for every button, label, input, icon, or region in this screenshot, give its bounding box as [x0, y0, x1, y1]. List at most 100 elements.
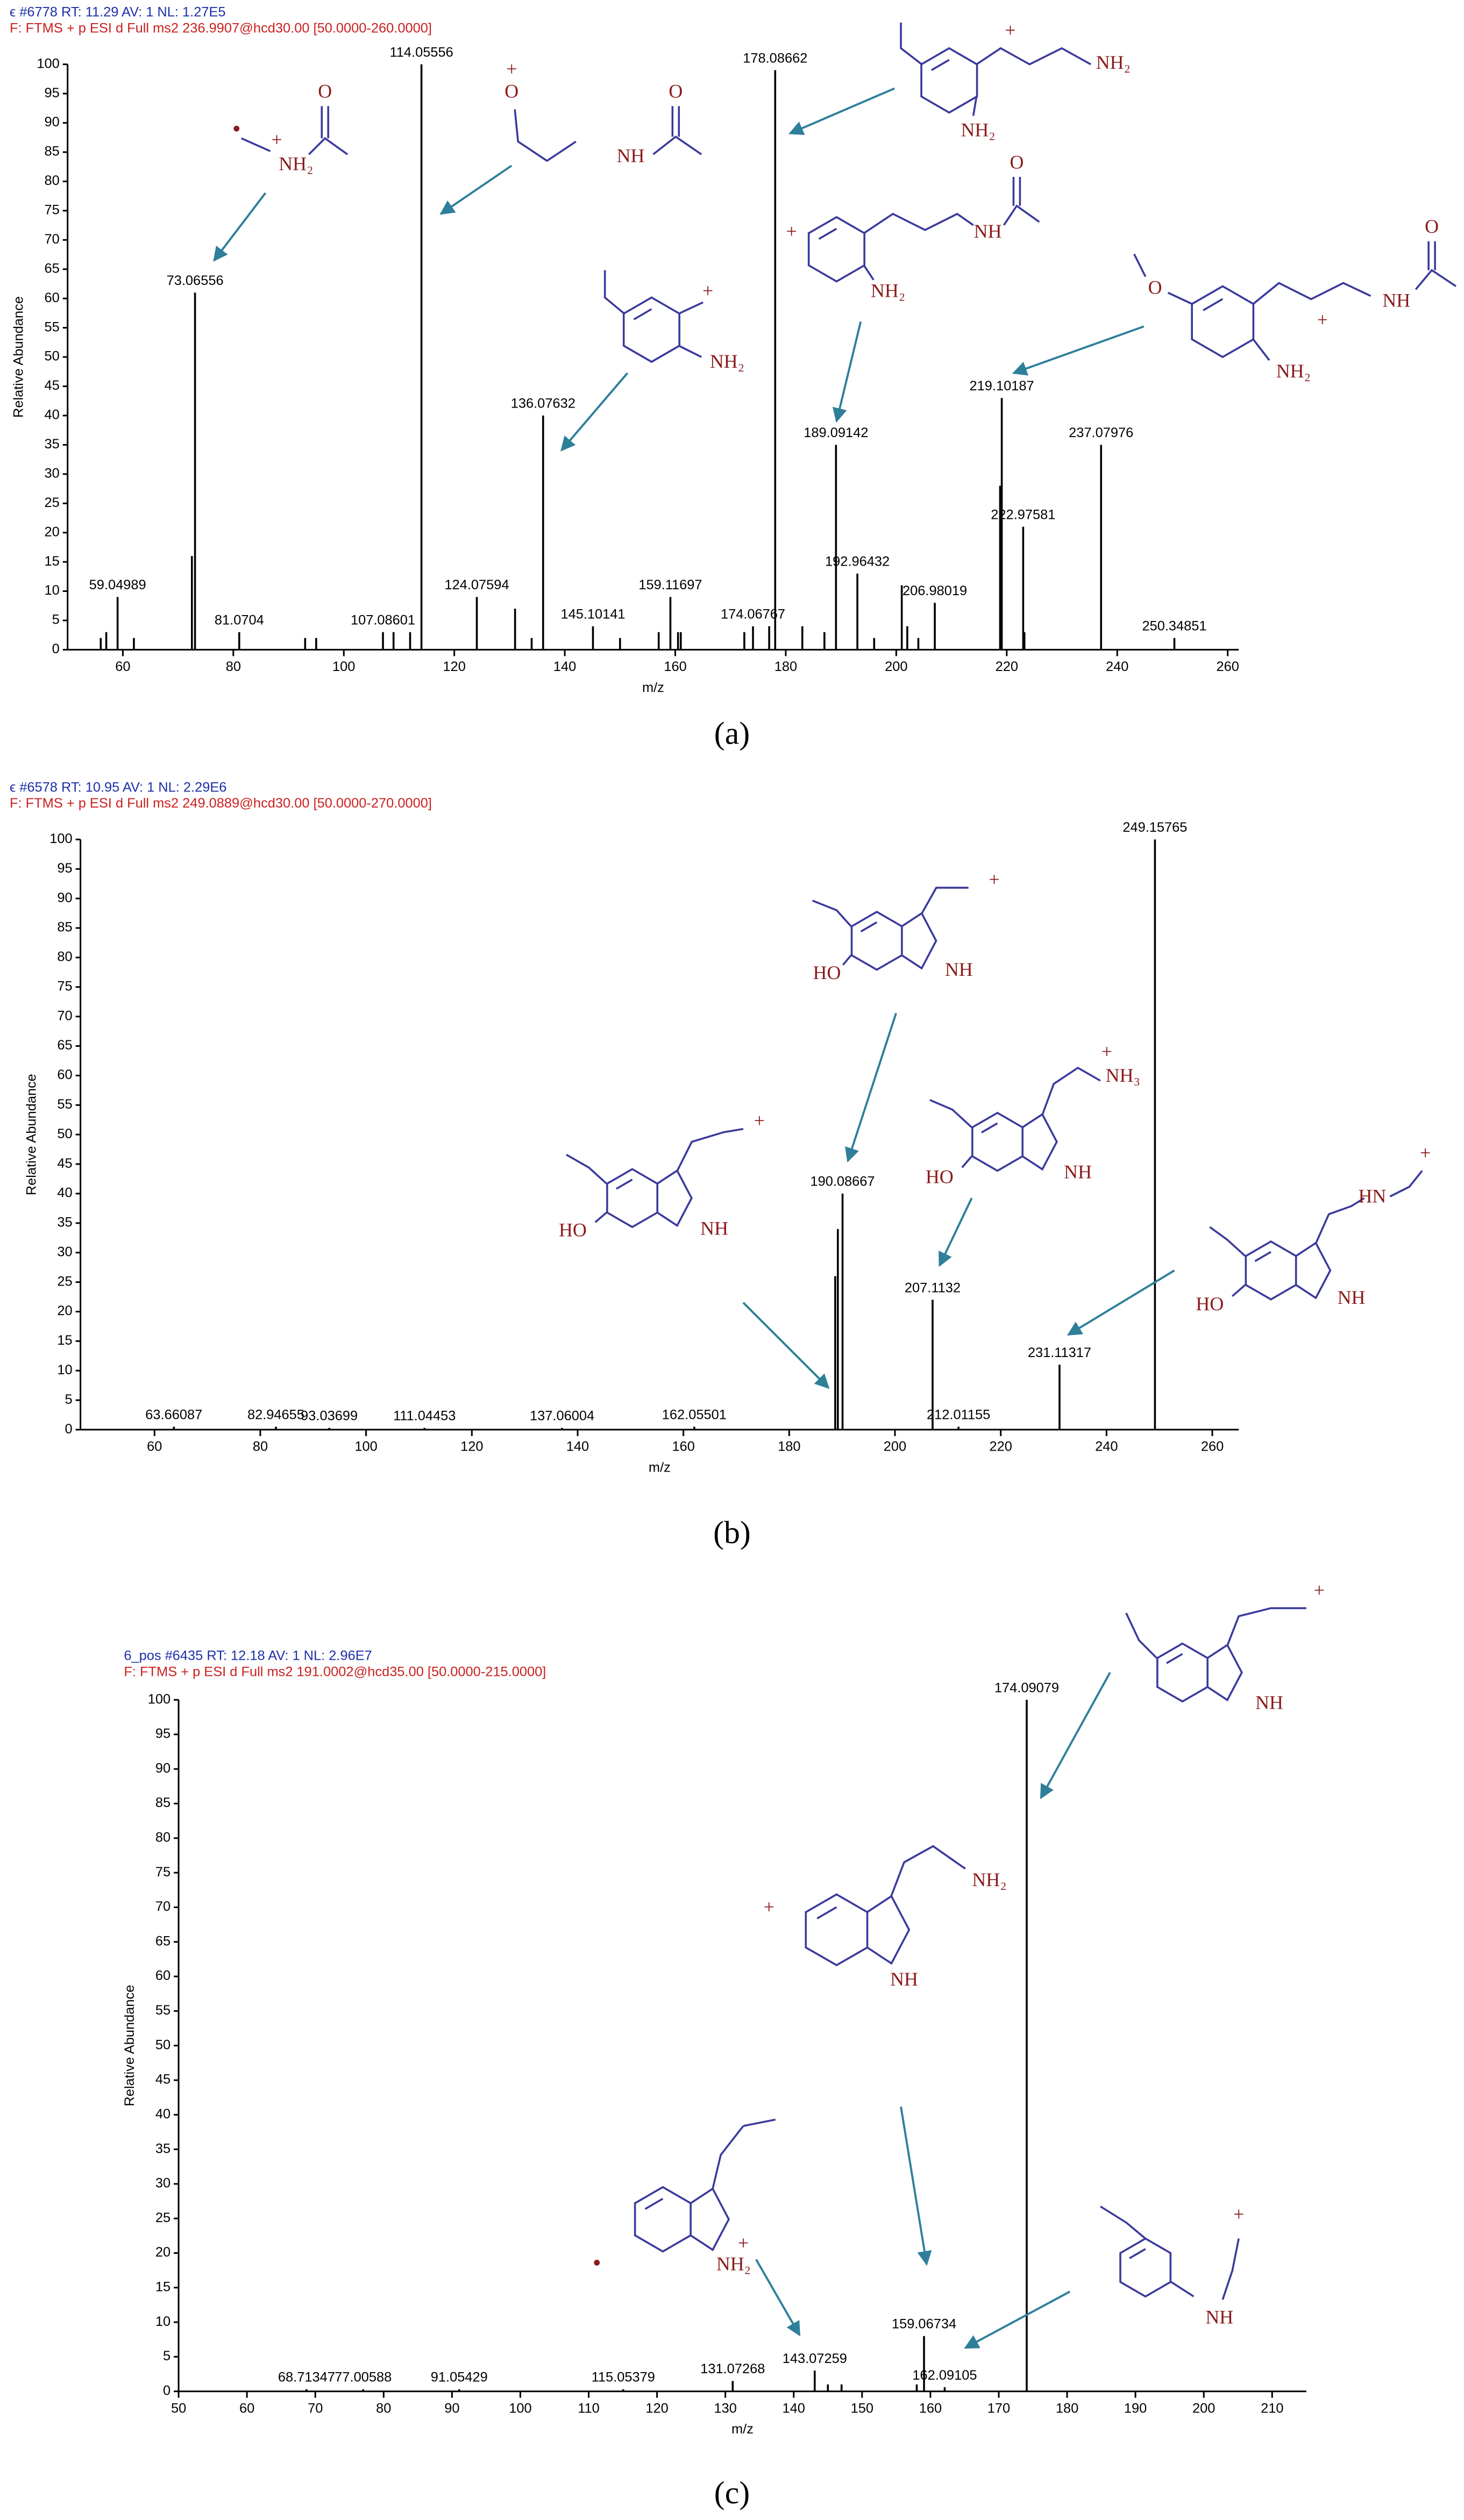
peak-label: 237.07976: [1069, 425, 1133, 440]
bond: [961, 1155, 973, 1168]
structure: + NH O NH₂: [786, 151, 1040, 423]
atom-label: NH: [1205, 2306, 1233, 2328]
ring-double-bond: [633, 308, 652, 320]
bond: [1170, 2281, 1195, 2297]
atom-label: +: [1314, 1579, 1325, 1601]
y-tick-label: 5: [163, 2348, 170, 2364]
bond: [1133, 253, 1147, 277]
x-tick-label: 240: [1095, 1439, 1118, 1454]
ring: [1156, 1642, 1209, 1703]
atom-label: NH: [1064, 1161, 1092, 1183]
atom-label: +: [702, 280, 713, 302]
y-tick-label: 0: [163, 2383, 170, 2398]
y-tick-label: 0: [65, 1422, 73, 1437]
bond: [1315, 1197, 1365, 1244]
peak-label: 114.05556: [390, 45, 453, 60]
x-tick-label: 260: [1216, 659, 1239, 674]
y-tick-label: 45: [57, 1156, 72, 1171]
bond: [842, 954, 852, 966]
header: 6_pos #6435 RT: 12.18 AV: 1 NL: 2.96E7: [124, 1648, 372, 1664]
x-tick-label: 70: [308, 2401, 323, 2416]
y-tick-label: 15: [57, 1333, 72, 1348]
atom-label: +: [1317, 309, 1328, 330]
y-tick-label: 75: [57, 979, 72, 994]
bond: [514, 109, 577, 162]
bond: [921, 887, 969, 914]
bond: [1167, 291, 1193, 305]
y-axis-title: Relative Abundance: [11, 296, 26, 418]
y-tick-label: 10: [44, 583, 59, 598]
y-tick-label: 65: [44, 261, 59, 276]
pyrrole: [1022, 1112, 1058, 1171]
x-tick-label: 210: [1261, 2401, 1283, 2416]
peak-label: 145.10141: [560, 607, 625, 622]
bond: [1252, 339, 1270, 361]
atom-label: +: [1420, 1142, 1431, 1163]
y-tick-label: 45: [155, 2072, 170, 2087]
peak-label: 77.00588: [335, 2370, 392, 2385]
bond: [743, 2118, 776, 2127]
structure: O + NH O NH₂: [1012, 216, 1456, 382]
x-tick-label: 50: [171, 2401, 186, 2416]
x-tick-label: 140: [553, 659, 576, 674]
bond: [308, 137, 349, 155]
bond: [1041, 1066, 1101, 1115]
header: ϵ #6578 RT: 10.95 AV: 1 NL: 2.29E6: [10, 780, 226, 795]
y-tick-label: 85: [155, 1795, 170, 1810]
radical-dot: [594, 2260, 600, 2266]
structure: + NH: [1040, 1579, 1325, 1800]
atom-label: +: [271, 129, 282, 150]
atom-label: NH: [617, 145, 645, 166]
pyrrole: [690, 2187, 730, 2252]
x-tick-label: 180: [1056, 2401, 1078, 2416]
peak-label: 231.11317: [1028, 1345, 1091, 1360]
atom-label: O: [504, 81, 518, 102]
y-tick-label: 5: [52, 612, 60, 627]
peak-label: 131.07268: [700, 2361, 765, 2376]
arrow: [755, 2259, 801, 2337]
ring: [920, 47, 978, 114]
peak-label: 249.15765: [1122, 820, 1187, 835]
peak-label: 178.08662: [743, 51, 807, 66]
peak-label: 93.03699: [301, 1409, 358, 1424]
peak-label: 174.09079: [994, 1680, 1059, 1695]
peak-label: 68.71347: [278, 2370, 335, 2385]
bond: [863, 265, 875, 281]
bond: [678, 301, 703, 315]
arrow: [900, 2106, 932, 2266]
peak-label: 206.98019: [902, 583, 967, 598]
peak-label: 207.1132: [905, 1280, 961, 1295]
bond: [603, 270, 625, 315]
atom-label: +: [1101, 1040, 1112, 1062]
atom-label: O: [318, 81, 332, 102]
y-tick-label: 20: [155, 2245, 170, 2260]
arrow: [964, 2290, 1071, 2349]
arrow: [1067, 1269, 1175, 1336]
ring: [805, 1893, 869, 1967]
bond: [900, 22, 923, 66]
x-axis-title: m/z: [642, 680, 664, 695]
peak-label: 162.09105: [912, 2368, 977, 2383]
ring-double-bond: [981, 1122, 998, 1133]
subheader: F: FTMS + p ESI d Full ms2 249.0889@hcd3…: [10, 796, 432, 811]
ring-double-bond: [930, 59, 950, 71]
arrow: [788, 87, 895, 135]
pyrrole: [657, 1169, 693, 1227]
y-tick-label: 55: [57, 1097, 72, 1112]
y-tick-label: 100: [49, 831, 72, 846]
peak-label: 222.97581: [991, 508, 1055, 523]
x-tick-label: 190: [1124, 2401, 1147, 2416]
bond: [652, 135, 702, 155]
x-tick-label: 220: [989, 1439, 1012, 1454]
x-tick-label: 160: [919, 2401, 942, 2416]
bond: [1252, 282, 1371, 305]
peak-label: 212.01155: [927, 1407, 990, 1422]
y-tick-label: 75: [44, 203, 59, 218]
ring-double-bond: [1203, 298, 1224, 311]
spectrum-panel: 6_pos #6435 RT: 12.18 AV: 1 NL: 2.96E7F:…: [122, 1579, 1325, 2510]
bond: [1125, 1612, 1157, 1659]
y-tick-label: 25: [57, 1274, 72, 1289]
bond: [863, 212, 974, 234]
y-tick-label: 30: [44, 466, 59, 481]
y-tick-label: 80: [57, 950, 72, 965]
